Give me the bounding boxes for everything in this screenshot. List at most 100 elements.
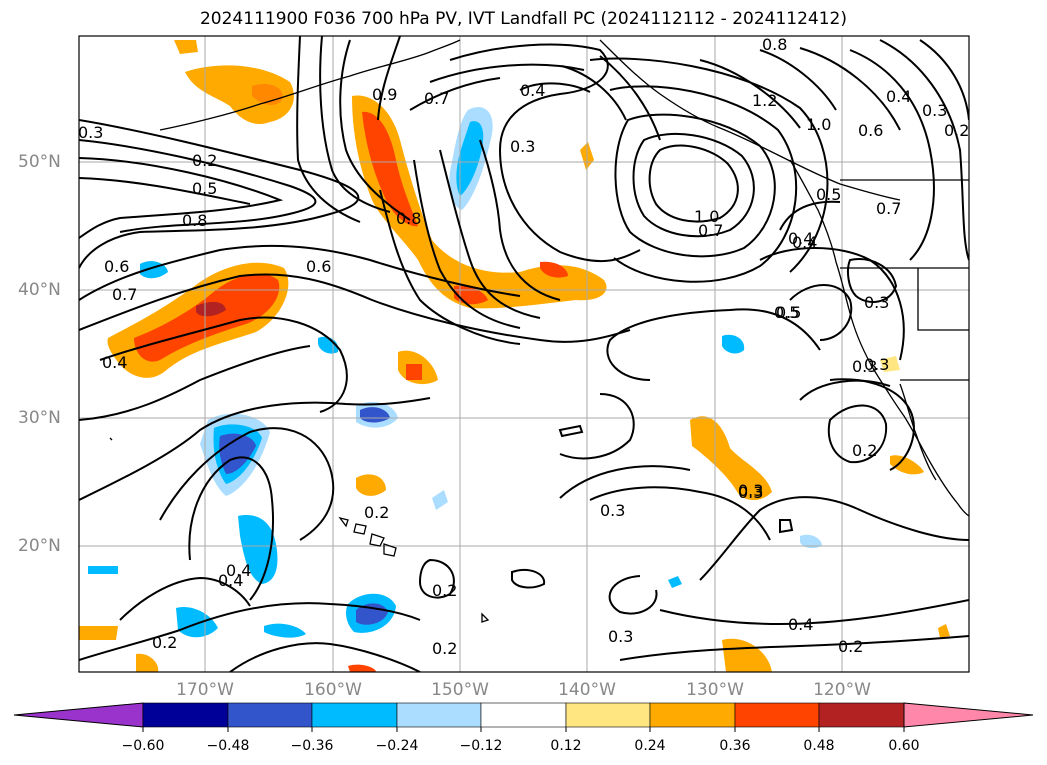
colorbar-tick-label: 0.12 (550, 738, 582, 754)
contour-label: 0.4 (520, 81, 545, 100)
contour-label: 0.3 (738, 481, 763, 500)
colorbar-segment (565, 702, 651, 728)
contour-label: 0.2 (432, 581, 457, 600)
map-frame (78, 35, 970, 673)
island-2 (109, 437, 113, 441)
contour-label: 0.3 (864, 293, 889, 312)
colorbar-tick-label: −0.12 (459, 738, 503, 754)
colorbar-tick-label: 0.48 (803, 738, 835, 754)
shade-sw-band-core (196, 301, 226, 317)
shade-center-small (356, 474, 386, 496)
colorbar-segment (311, 702, 398, 728)
lon-label: 130°W (686, 680, 744, 700)
contour-label: 0.3 (608, 627, 633, 646)
california-coast (873, 369, 969, 517)
shade-sw-left-bottom (79, 626, 118, 640)
contour-label: 0.2 (852, 441, 877, 460)
contour-label: 0.3 (922, 101, 947, 120)
colorbar-tick-label: −0.48 (206, 738, 250, 754)
shade-neg-mid-core (360, 407, 390, 423)
contour-label: 0.7 (698, 221, 723, 240)
hawaii-4 (383, 543, 397, 557)
colorbar-segment (396, 702, 482, 728)
border-line3 (917, 268, 969, 331)
shade-nw-pacific (185, 65, 294, 125)
contour-label: 0.5 (774, 303, 799, 322)
baja-coast (899, 383, 937, 481)
colorbar-tick-label: −0.36 (290, 738, 334, 754)
contour-label: 0.9 (372, 85, 397, 104)
lon-label: 160°W (304, 680, 362, 700)
contour-label: 0.8 (182, 211, 207, 230)
shade-central-arc-core3 (540, 261, 568, 278)
alaska-peninsula (159, 39, 461, 131)
colorbar-segment (818, 702, 905, 728)
shade-central-arc-outer (352, 95, 607, 309)
shade-central-arc-inner (362, 111, 418, 227)
shade-neg-small2 (668, 576, 682, 588)
lon-label: 120°W (813, 680, 871, 700)
colorbar (13, 702, 1034, 732)
contour-label: 0.4 (218, 571, 243, 590)
colorbar-segment (142, 702, 229, 728)
shade-neg-small1 (432, 490, 448, 510)
contour-label: 0.5 (816, 185, 841, 204)
contour-label: 0.2 (192, 151, 217, 170)
contour-label: 0.2 (838, 637, 863, 656)
contour-label: 0.6 (858, 121, 883, 140)
lon-label: 170°W (176, 680, 234, 700)
colorbar-segment (649, 702, 736, 728)
contour-label: 0.2 (364, 503, 389, 522)
lat-label: 30°N (18, 408, 61, 428)
contour-label: 0.3 (510, 137, 535, 156)
contour-label: 0.2 (432, 639, 457, 658)
contour-label: 0.3 (600, 501, 625, 520)
shade-neg-bottom2 (264, 623, 306, 638)
contour-label: 0.4 (886, 87, 911, 106)
contour-label-layer: 0.3 0.2 0.5 0.8 0.6 0.7 0.4 0.9 0.7 0.8 … (78, 35, 969, 658)
colorbar-segment (227, 702, 313, 728)
shade-right-yellow (880, 356, 900, 372)
contour-label: 0.5 (192, 179, 217, 198)
contour-label: 0.7 (876, 199, 901, 218)
colorbar-tick-label: 0.36 (719, 738, 751, 754)
shade-bottom-small (136, 653, 159, 672)
colorbar-segment (480, 702, 567, 728)
shade-neg-right (722, 334, 745, 354)
lat-label: 20°N (18, 536, 61, 556)
contour-label: 0.4 (788, 615, 813, 634)
colorbar-segment (734, 702, 820, 728)
lat-label: 40°N (18, 280, 61, 300)
coastline-layer (109, 39, 969, 623)
contour-label: 1.0 (694, 207, 719, 226)
island-1 (481, 612, 490, 623)
shaded-field-layer (79, 40, 950, 672)
lon-label: 140°W (558, 680, 616, 700)
lon-label: 150°W (431, 680, 489, 700)
contour-label: 1.0 (806, 115, 831, 134)
shade-coast-small (890, 455, 924, 475)
contour-label: 0.2 (944, 121, 969, 140)
contour-layer (79, 36, 969, 672)
alaska-coast (599, 39, 901, 201)
contour-label: 0.3 (852, 357, 877, 376)
colorbar-tick-label: −0.60 (121, 738, 165, 754)
shade-se-blob (690, 416, 772, 501)
contour-label: 0.7 (112, 285, 137, 304)
hawaii-2 (353, 523, 367, 535)
contour-label: 0.2 (152, 633, 177, 652)
map-title: 2024111900 F036 700 hPa PV, IVT Landfall… (199, 9, 847, 29)
shade-neg-bottom-left (176, 606, 218, 638)
colorbar-tick-label: −0.24 (375, 738, 419, 754)
contour-label: 1.2 (752, 91, 777, 110)
shade-neg-right2 (800, 534, 822, 549)
shade-neg-gulf-inner (456, 121, 484, 196)
colorbar-tick-label: 0.24 (634, 738, 666, 754)
contour-label: 0.6 (104, 257, 129, 276)
contour-label: 0.3 (78, 123, 103, 142)
shade-bottom-mid (348, 664, 376, 672)
contour-label: 0.3 (864, 355, 889, 374)
hawaii-3 (369, 533, 385, 547)
contour-label: 0.4 (102, 353, 127, 372)
